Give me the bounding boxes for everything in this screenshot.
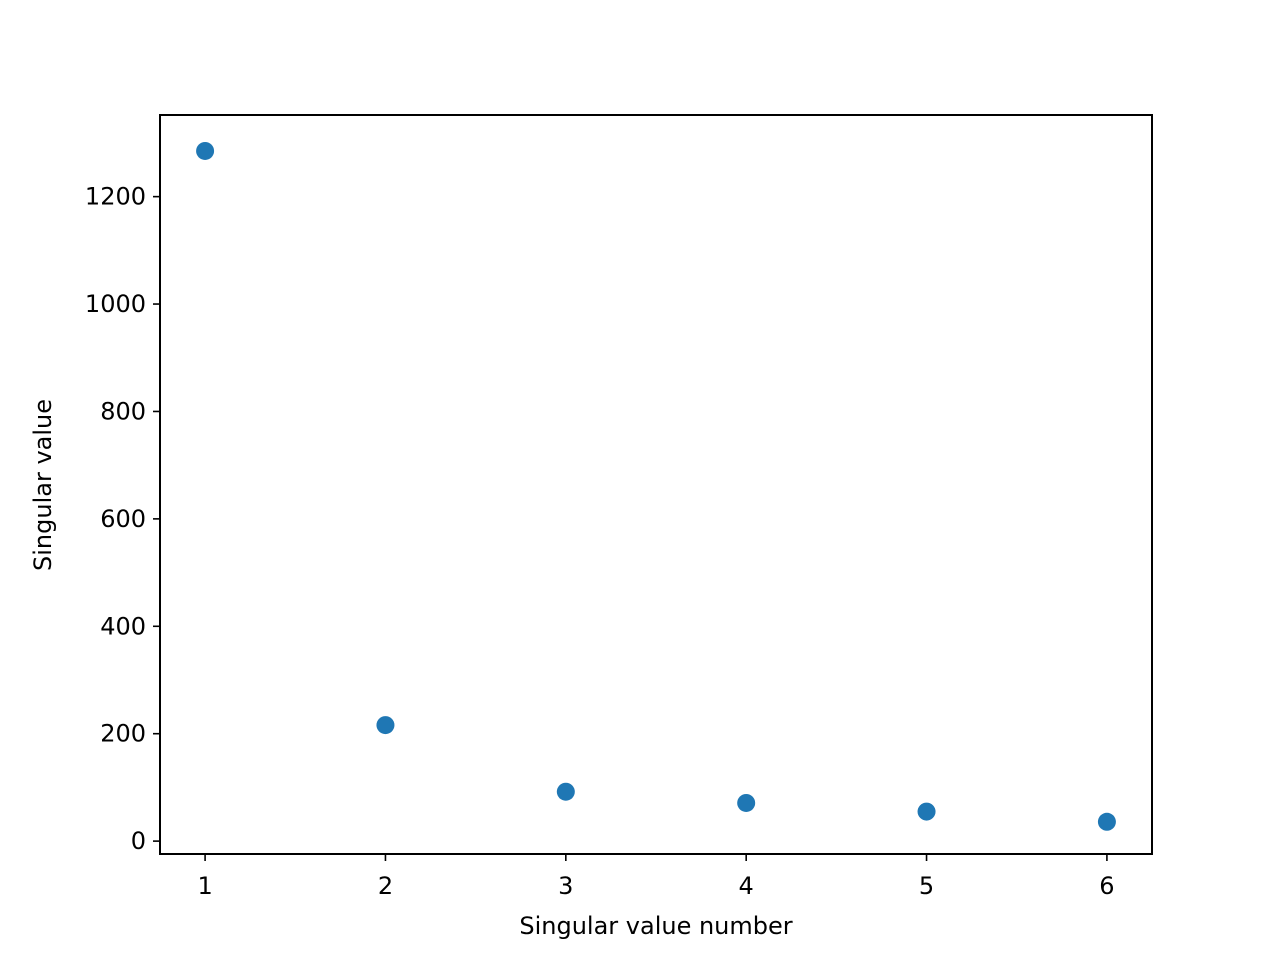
data-point: [196, 141, 215, 160]
x-tick-label: 3: [558, 872, 573, 900]
data-points: [196, 141, 1116, 831]
data-point: [376, 716, 395, 735]
y-tick-label: 1200: [85, 183, 146, 211]
x-tick-label: 1: [197, 872, 212, 900]
y-tick-label: 1000: [85, 290, 146, 318]
y-tick-label: 0: [131, 827, 146, 855]
data-point: [917, 802, 936, 821]
x-axis-label: Singular value number: [519, 912, 792, 940]
y-tick-label: 600: [100, 505, 146, 533]
plot-frame: [159, 114, 1153, 855]
x-tick-label: 2: [378, 872, 393, 900]
y-tick-label: 200: [100, 720, 146, 748]
y-axis-label: Singular value: [29, 399, 57, 571]
x-tick-label: 4: [739, 872, 754, 900]
data-point: [556, 782, 575, 801]
y-tick-label: 800: [100, 397, 146, 425]
y-tick-label: 400: [100, 612, 146, 640]
x-axis-ticks: 1 2 3 4 5 6: [197, 854, 1115, 900]
data-point: [1097, 812, 1116, 831]
data-point: [737, 793, 756, 812]
y-axis-ticks: 0 200 400 600 800 1000 1200: [85, 183, 160, 855]
x-tick-label: 6: [1099, 872, 1114, 900]
x-tick-label: 5: [919, 872, 934, 900]
